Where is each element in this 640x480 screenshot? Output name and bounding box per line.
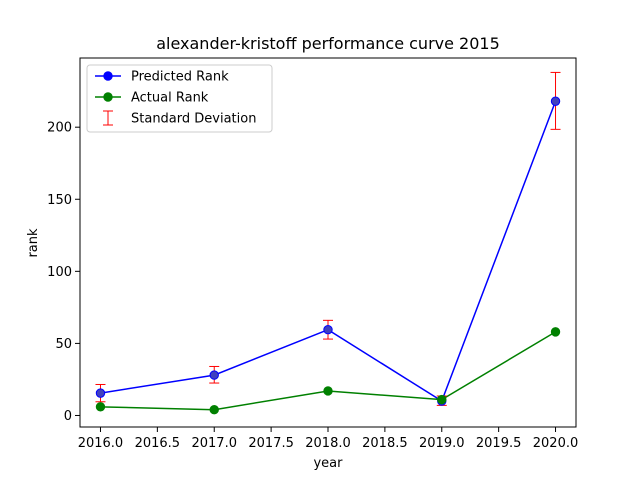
actual-rank-point — [323, 386, 333, 396]
predicted-rank-point — [323, 325, 333, 335]
x-tick-label: 2017.0 — [191, 436, 237, 451]
predicted-rank-point — [95, 388, 106, 398]
x-tick-label: 2016.5 — [135, 436, 181, 451]
predicted-rank-point — [550, 96, 561, 106]
legend-label-predicted: Predicted Rank — [131, 70, 229, 85]
y-axis: 0 50 100 150 200 — [47, 121, 80, 424]
legend: Predicted Rank Actual Rank Standard Devi… — [86, 64, 273, 133]
y-tick-label: 0 — [64, 409, 72, 424]
predicted-rank-point — [209, 370, 219, 380]
predicted-rank-line — [100, 100, 557, 403]
legend-label-actual: Actual Rank — [131, 91, 209, 106]
actual-rank-point — [95, 402, 106, 412]
y-tick-label: 100 — [47, 265, 72, 280]
actual-rank-point — [437, 394, 447, 405]
x-tick-label: 2018.0 — [305, 436, 351, 451]
y-tick-label: 150 — [47, 193, 72, 208]
x-tick-label: 2018.5 — [362, 436, 408, 451]
plot-area — [95, 71, 561, 415]
y-tick-label: 50 — [55, 337, 72, 352]
legend-box — [86, 64, 273, 133]
x-tick-label: 2020.0 — [533, 436, 579, 451]
legend-label-errorbar: Standard Deviation — [131, 112, 256, 127]
x-axis: 2016.0 2016.5 2017.0 2017.5 2018.0 2018.5 2019… — [78, 427, 579, 451]
x-tick-label: 2019.0 — [419, 436, 465, 451]
legend-marker-actual — [103, 92, 113, 102]
actual-rank-point — [209, 405, 219, 415]
legend-marker-predicted — [103, 71, 113, 81]
x-tick-label: 2017.5 — [248, 436, 294, 451]
legend-marker-errorbar — [103, 110, 113, 126]
actual-rank-point — [550, 327, 561, 337]
y-axis-label: rank — [26, 228, 41, 258]
x-tick-label: 2016.0 — [78, 436, 124, 451]
chart-title: alexander-kristoff performance curve 201… — [156, 34, 500, 53]
x-axis-label: year — [313, 456, 343, 471]
actual-rank-line — [100, 331, 556, 411]
y-tick-label: 200 — [47, 121, 72, 136]
x-tick-label: 2019.5 — [476, 436, 522, 451]
